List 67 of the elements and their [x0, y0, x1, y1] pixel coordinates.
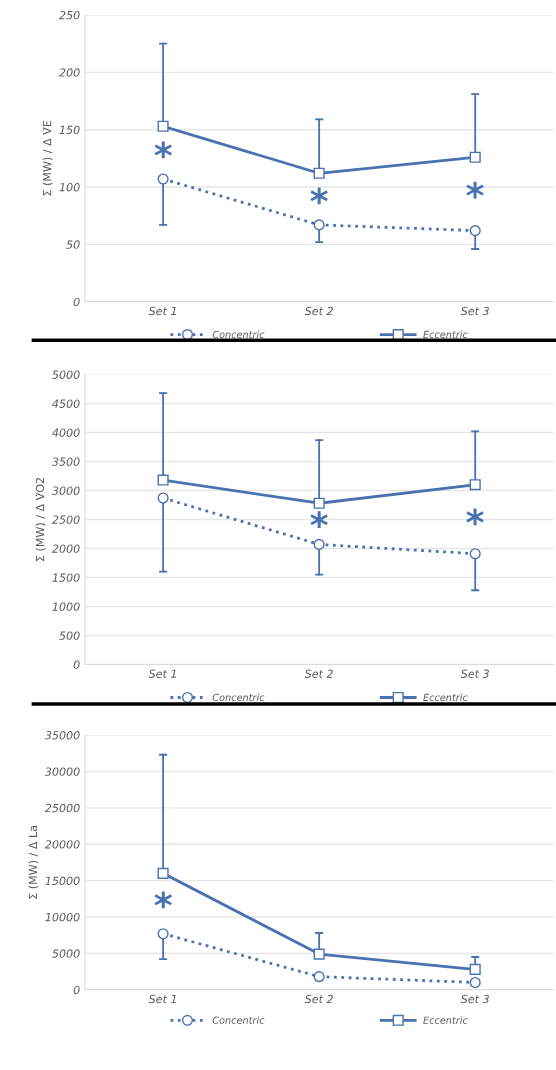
annotation: *: [466, 181, 484, 199]
point: [469, 976, 481, 989]
point: [157, 928, 169, 940]
y-tick-label: 20000: [44, 840, 80, 849]
y-tick-label: 4000: [52, 428, 80, 437]
y-tick-label: 30000: [44, 767, 80, 776]
x-tick-label: Set 2: [304, 994, 333, 1004]
y-tick-label: 15000: [45, 876, 80, 885]
y-tick-label: 5000: [52, 370, 80, 379]
y-tick-label: 3000: [51, 486, 80, 495]
y-tick-label: 2500: [51, 515, 80, 524]
legend-label: Eccentric: [423, 330, 468, 339]
point: [313, 538, 325, 550]
y-tick-label: 250: [59, 10, 80, 20]
point: [469, 479, 481, 491]
point: [313, 971, 325, 983]
point: [469, 963, 481, 975]
legend-label: Eccentric: [423, 693, 468, 702]
y-tick-label: 200: [59, 68, 80, 77]
annotation: *: [154, 891, 172, 909]
x-tick-label: Set 3: [460, 994, 489, 1004]
point: [313, 497, 325, 509]
y-tick-label: 1500: [52, 573, 80, 582]
annotation: *: [310, 187, 328, 205]
point: [157, 492, 169, 504]
point: [313, 948, 325, 960]
point: [157, 474, 169, 486]
point: [469, 151, 481, 163]
y-tick-label: 0: [73, 660, 80, 669]
x-tick-label: Set 2: [304, 669, 333, 678]
y-tick-label: 0: [73, 985, 80, 995]
y-tick-label: 5000: [52, 949, 80, 958]
x-tick-label: Set 2: [304, 306, 333, 316]
y-axis-title: Σ (MW) / Δ V̇O2: [35, 478, 46, 561]
y-tick-label: 1000: [52, 602, 80, 611]
annotation: *: [154, 141, 172, 159]
y-tick-label: 500: [59, 631, 80, 640]
point: [313, 219, 325, 231]
point: [157, 867, 169, 879]
legend-label: Eccentric: [423, 1016, 468, 1024]
y-tick-label: 25000: [44, 803, 80, 813]
y-tick-label: 2000: [51, 544, 80, 553]
legend-label: Concentric: [212, 330, 265, 339]
y-tick-label: 100: [59, 183, 80, 192]
x-tick-label: Set 1: [148, 306, 176, 316]
y-axis-title: Σ (MW) / Δ La: [28, 826, 39, 899]
annotation: *: [466, 508, 484, 526]
point: [469, 548, 481, 560]
y-axis-title: Σ (MW) / Δ V̇E: [42, 120, 53, 196]
y-tick-label: 50: [66, 240, 80, 249]
legend-label: Concentric: [212, 1016, 265, 1024]
x-tick-label: Set 1: [148, 669, 176, 678]
legend-label: Concentric: [212, 693, 265, 702]
y-tick-label: 3500: [51, 457, 80, 466]
x-tick-label: Set 3: [460, 669, 489, 678]
y-tick-label: 0: [73, 297, 80, 307]
point: [157, 173, 169, 185]
point: [157, 120, 169, 132]
annotation: *: [310, 511, 328, 529]
point: [313, 167, 325, 179]
x-tick-label: Set 1: [148, 994, 176, 1004]
point: [469, 225, 481, 237]
x-tick-label: Set 3: [460, 306, 489, 316]
y-tick-label: 150: [59, 125, 80, 135]
y-tick-label: 4500: [52, 399, 80, 408]
y-tick-label: 10000: [45, 912, 80, 922]
y-tick-label: 35000: [44, 731, 80, 740]
